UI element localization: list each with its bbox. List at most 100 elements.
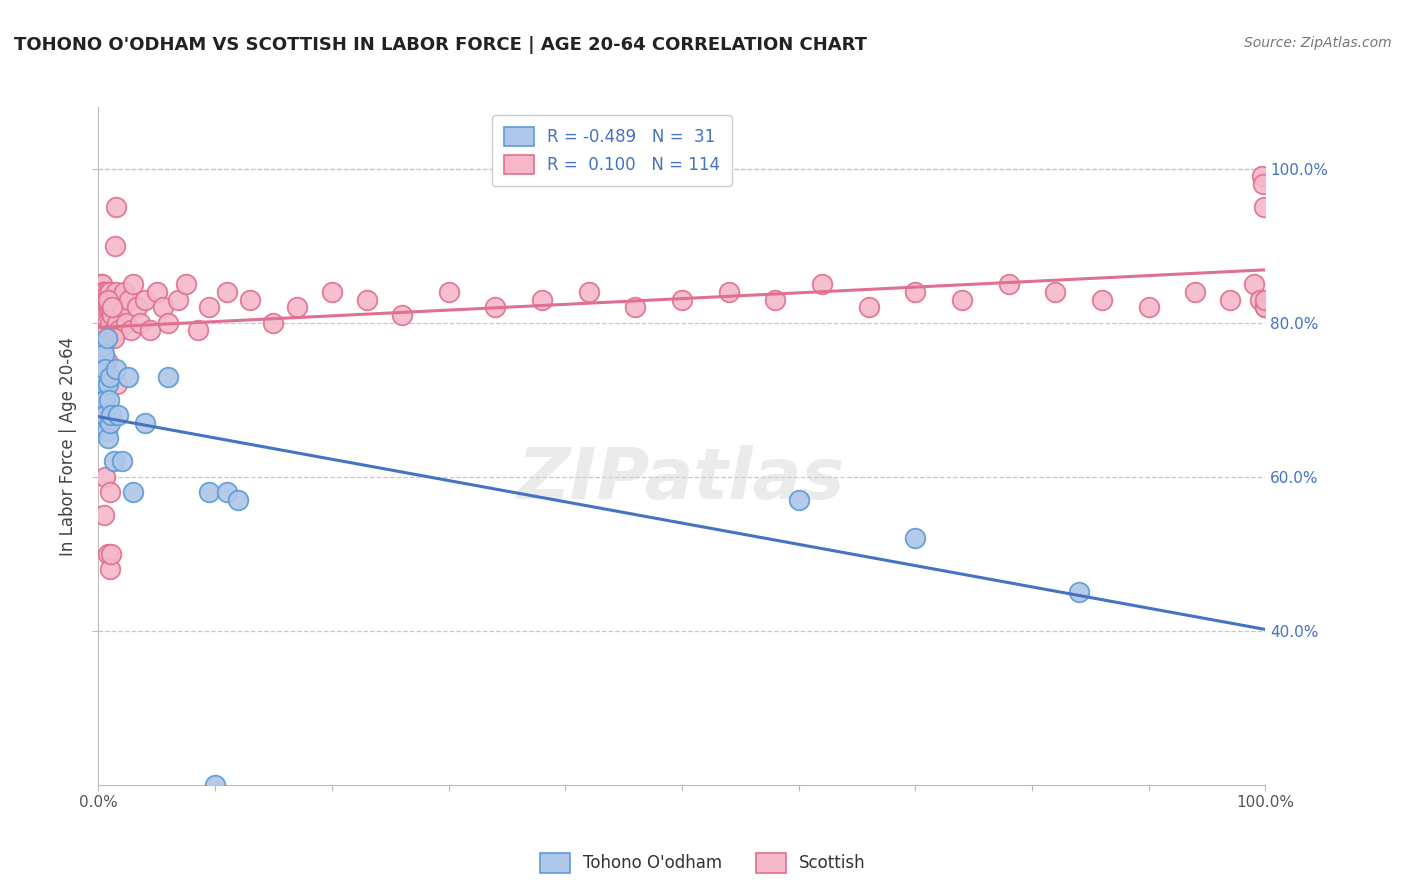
Point (96, 331, 118, 345)
Point (215, 285, 238, 299)
Point (1254, 293, 1277, 307)
Point (997, 277, 1019, 292)
Point (118, 293, 141, 307)
Point (91, 362, 114, 376)
Point (90, 323, 112, 337)
Point (90, 285, 112, 299)
Point (107, 293, 129, 307)
Point (904, 285, 927, 299)
Point (93, 301, 115, 315)
Point (97, 293, 120, 307)
Point (120, 323, 142, 337)
Text: Source: ZipAtlas.com: Source: ZipAtlas.com (1244, 36, 1392, 50)
Point (98, 316, 121, 330)
Point (1251, 169, 1274, 184)
Point (97, 392, 120, 407)
Point (94, 362, 117, 376)
Point (90, 331, 112, 345)
Point (117, 369, 139, 384)
Point (1243, 277, 1265, 292)
Point (94, 470, 117, 484)
Point (125, 301, 148, 315)
Point (198, 301, 221, 315)
Point (90, 277, 112, 292)
Point (97, 377, 120, 392)
Point (166, 293, 188, 307)
Point (97, 331, 120, 345)
Text: TOHONO O'ODHAM VS SCOTTISH IN LABOR FORCE | AGE 20-64 CORRELATION CHART: TOHONO O'ODHAM VS SCOTTISH IN LABOR FORC… (14, 36, 868, 54)
Point (104, 200, 127, 214)
Point (93, 377, 115, 392)
Point (262, 316, 284, 330)
Point (157, 369, 180, 384)
Point (1253, 200, 1275, 214)
Point (187, 323, 209, 337)
Point (356, 293, 378, 307)
Point (111, 454, 134, 468)
Point (89, 285, 111, 299)
Point (671, 293, 693, 307)
Point (104, 301, 127, 315)
Point (530, 293, 553, 307)
Point (1251, 177, 1274, 191)
Point (93, 323, 115, 337)
Point (90, 277, 112, 292)
Point (96, 316, 118, 330)
Point (91, 285, 114, 299)
Point (146, 285, 169, 299)
Point (98, 416, 121, 430)
Point (98, 285, 121, 299)
Point (91, 316, 114, 330)
Point (96, 424, 118, 438)
Point (1249, 293, 1271, 307)
Point (111, 301, 134, 315)
Point (100, 408, 122, 422)
Point (97, 431, 120, 445)
Point (97, 285, 120, 299)
Point (624, 301, 647, 315)
Point (100, 293, 122, 307)
Point (787, 492, 810, 507)
Point (101, 301, 124, 315)
Point (104, 238, 127, 252)
Point (93, 346, 115, 360)
Point (104, 362, 127, 376)
Point (89, 331, 111, 345)
Point (122, 485, 145, 500)
Point (90, 331, 112, 345)
Point (103, 331, 125, 345)
Point (198, 485, 221, 500)
Point (904, 532, 927, 546)
Point (90, 301, 112, 315)
Point (437, 285, 460, 299)
Point (94, 392, 117, 407)
Point (174, 277, 197, 292)
Point (103, 454, 125, 468)
Point (285, 301, 308, 315)
Point (129, 316, 152, 330)
Point (93, 408, 115, 422)
Point (107, 408, 129, 422)
Point (93, 508, 115, 523)
Point (578, 285, 600, 299)
Point (97, 293, 120, 307)
Point (90, 323, 112, 337)
Point (1254, 301, 1277, 315)
Point (89, 293, 111, 307)
Point (1067, 585, 1090, 599)
Point (104, 285, 127, 299)
Point (1184, 285, 1206, 299)
Point (1091, 293, 1114, 307)
Point (139, 323, 162, 337)
Legend: Tohono O'odham, Scottish: Tohono O'odham, Scottish (533, 847, 873, 880)
Point (950, 293, 973, 307)
Point (134, 293, 156, 307)
Point (98, 301, 121, 315)
Point (391, 308, 413, 322)
Point (90, 293, 112, 307)
Point (115, 316, 138, 330)
Point (90, 285, 112, 299)
Point (763, 293, 786, 307)
Point (97, 301, 120, 315)
Point (108, 323, 131, 337)
